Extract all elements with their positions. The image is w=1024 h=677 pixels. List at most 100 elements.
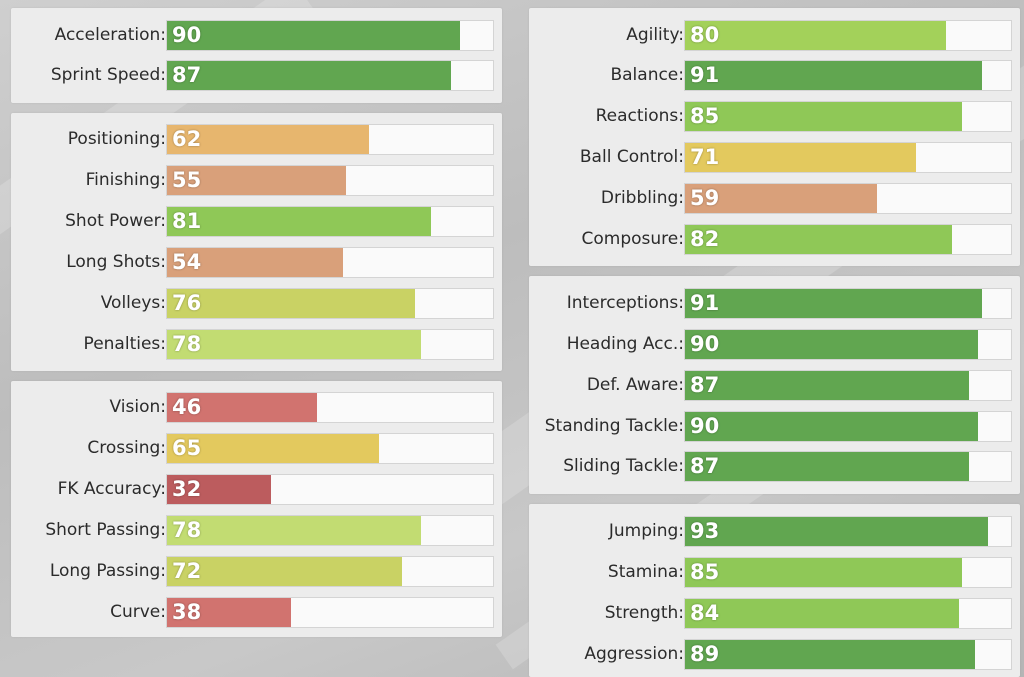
stat-label: Interceptions: [566,293,684,313]
stat-row: Composure: 82 [529,223,1020,256]
stat-bar-fill [167,125,370,154]
stat-label: Agility: [626,25,684,45]
stat-bar-fill [685,330,979,359]
stat-label: Strength: [604,603,684,623]
stat-bar: 93 [684,516,1012,547]
stat-value: 54 [172,250,202,274]
stat-value: 38 [172,600,202,624]
stat-value: 62 [172,127,202,151]
stat-bar-fill [685,21,946,50]
stat-row: Shot Power: 81 [11,205,502,238]
stat-value: 84 [690,601,720,625]
stat-value: 72 [172,559,202,583]
stat-label: Stamina: [607,562,684,582]
stat-bar-fill [167,330,422,359]
stat-row: Ball Control: 71 [529,141,1020,174]
stat-row: Short Passing: 78 [11,514,502,547]
shooting-panel: Positioning: 62 Finishing: 55 Shot Power… [11,113,502,371]
stat-bar-fill [685,640,976,669]
stat-bar-fill [167,289,415,318]
stat-bar-fill [685,184,878,213]
stat-row: Strength: 84 [529,597,1020,630]
stat-bar: 78 [166,515,494,546]
stat-value: 65 [172,436,202,460]
stat-bar-fill [167,61,451,90]
stat-bar-fill [685,289,982,318]
stat-label: Acceleration: [54,25,166,45]
pace-panel: Acceleration: 90 Sprint Speed: 87 [11,8,502,103]
stat-bar: 72 [166,556,494,587]
stat-bar-fill [685,517,989,546]
stat-label: Curve: [110,602,166,622]
stat-row: Heading Acc.: 90 [529,328,1020,361]
stat-label: Sprint Speed: [50,65,166,85]
stat-bar: 84 [684,598,1012,629]
stat-row: Def. Aware: 87 [529,369,1020,402]
stat-label: Ball Control: [579,147,684,167]
stat-bar-fill [685,599,959,628]
stat-label: Long Shots: [66,252,166,272]
stat-bar: 32 [166,474,494,505]
stat-label: Long Passing: [49,561,166,581]
stat-value: 87 [172,63,202,87]
stat-bar: 81 [166,206,494,237]
stat-bar-fill [167,557,402,586]
stat-bar-fill [167,207,432,236]
stat-row: Agility: 80 [529,19,1020,52]
stat-label: Crossing: [87,438,166,458]
stat-value: 59 [690,186,720,210]
stat-value: 89 [690,642,720,666]
dribbling-panel: Agility: 80 Balance: 91 Reactions: 85 Ba… [529,8,1020,266]
stat-bar: 54 [166,247,494,278]
stat-value: 87 [690,454,720,478]
stat-label: Reactions: [595,106,684,126]
stat-label: Shot Power: [65,211,166,231]
stat-row: Positioning: 62 [11,123,502,156]
stat-value: 76 [172,291,202,315]
stat-row: Sprint Speed: 87 [11,59,502,92]
stat-row: FK Accuracy: 32 [11,473,502,506]
stat-bar: 82 [684,224,1012,255]
passing-panel: Vision: 46 Crossing: 65 FK Accuracy: 32 … [11,381,502,637]
stat-value: 85 [690,104,720,128]
stat-value: 82 [690,227,720,251]
stat-bar-fill [167,475,272,504]
defending-panel: Interceptions: 91 Heading Acc.: 90 Def. … [529,276,1020,494]
stat-value: 80 [690,23,720,47]
stat-bar-fill [685,61,982,90]
stat-bar-fill [167,598,291,627]
stat-label: Jumping: [608,521,684,541]
stat-row: Finishing: 55 [11,164,502,197]
stat-bar: 78 [166,329,494,360]
stat-bar-fill [685,412,979,441]
stat-row: Jumping: 93 [529,515,1020,548]
stat-label: Short Passing: [45,520,166,540]
stat-bar-fill [685,371,969,400]
stat-bar-fill [167,166,347,195]
physical-panel: Jumping: 93 Stamina: 85 Strength: 84 Agg… [529,504,1020,677]
stat-value: 78 [172,518,202,542]
stat-bar: 90 [166,20,494,51]
stat-value: 93 [690,519,720,543]
stat-value: 85 [690,560,720,584]
stat-row: Aggression: 89 [529,638,1020,671]
stat-bar: 62 [166,124,494,155]
stat-bar-fill [167,434,379,463]
stat-bar-fill [685,143,917,172]
stat-row: Reactions: 85 [529,100,1020,133]
stat-row: Interceptions: 91 [529,287,1020,320]
stat-bar: 59 [684,183,1012,214]
stat-bar: 85 [684,101,1012,132]
stat-bar: 85 [684,557,1012,588]
stat-value: 87 [690,373,720,397]
stat-bar: 76 [166,288,494,319]
stat-row: Standing Tackle: 90 [529,410,1020,443]
stat-label: Balance: [610,65,684,85]
stat-value: 91 [690,63,720,87]
stat-row: Acceleration: 90 [11,19,502,52]
stat-bar: 65 [166,433,494,464]
stat-value: 90 [690,332,720,356]
stat-value: 81 [172,209,202,233]
stat-row: Long Shots: 54 [11,246,502,279]
stat-label: Aggression: [584,644,684,664]
